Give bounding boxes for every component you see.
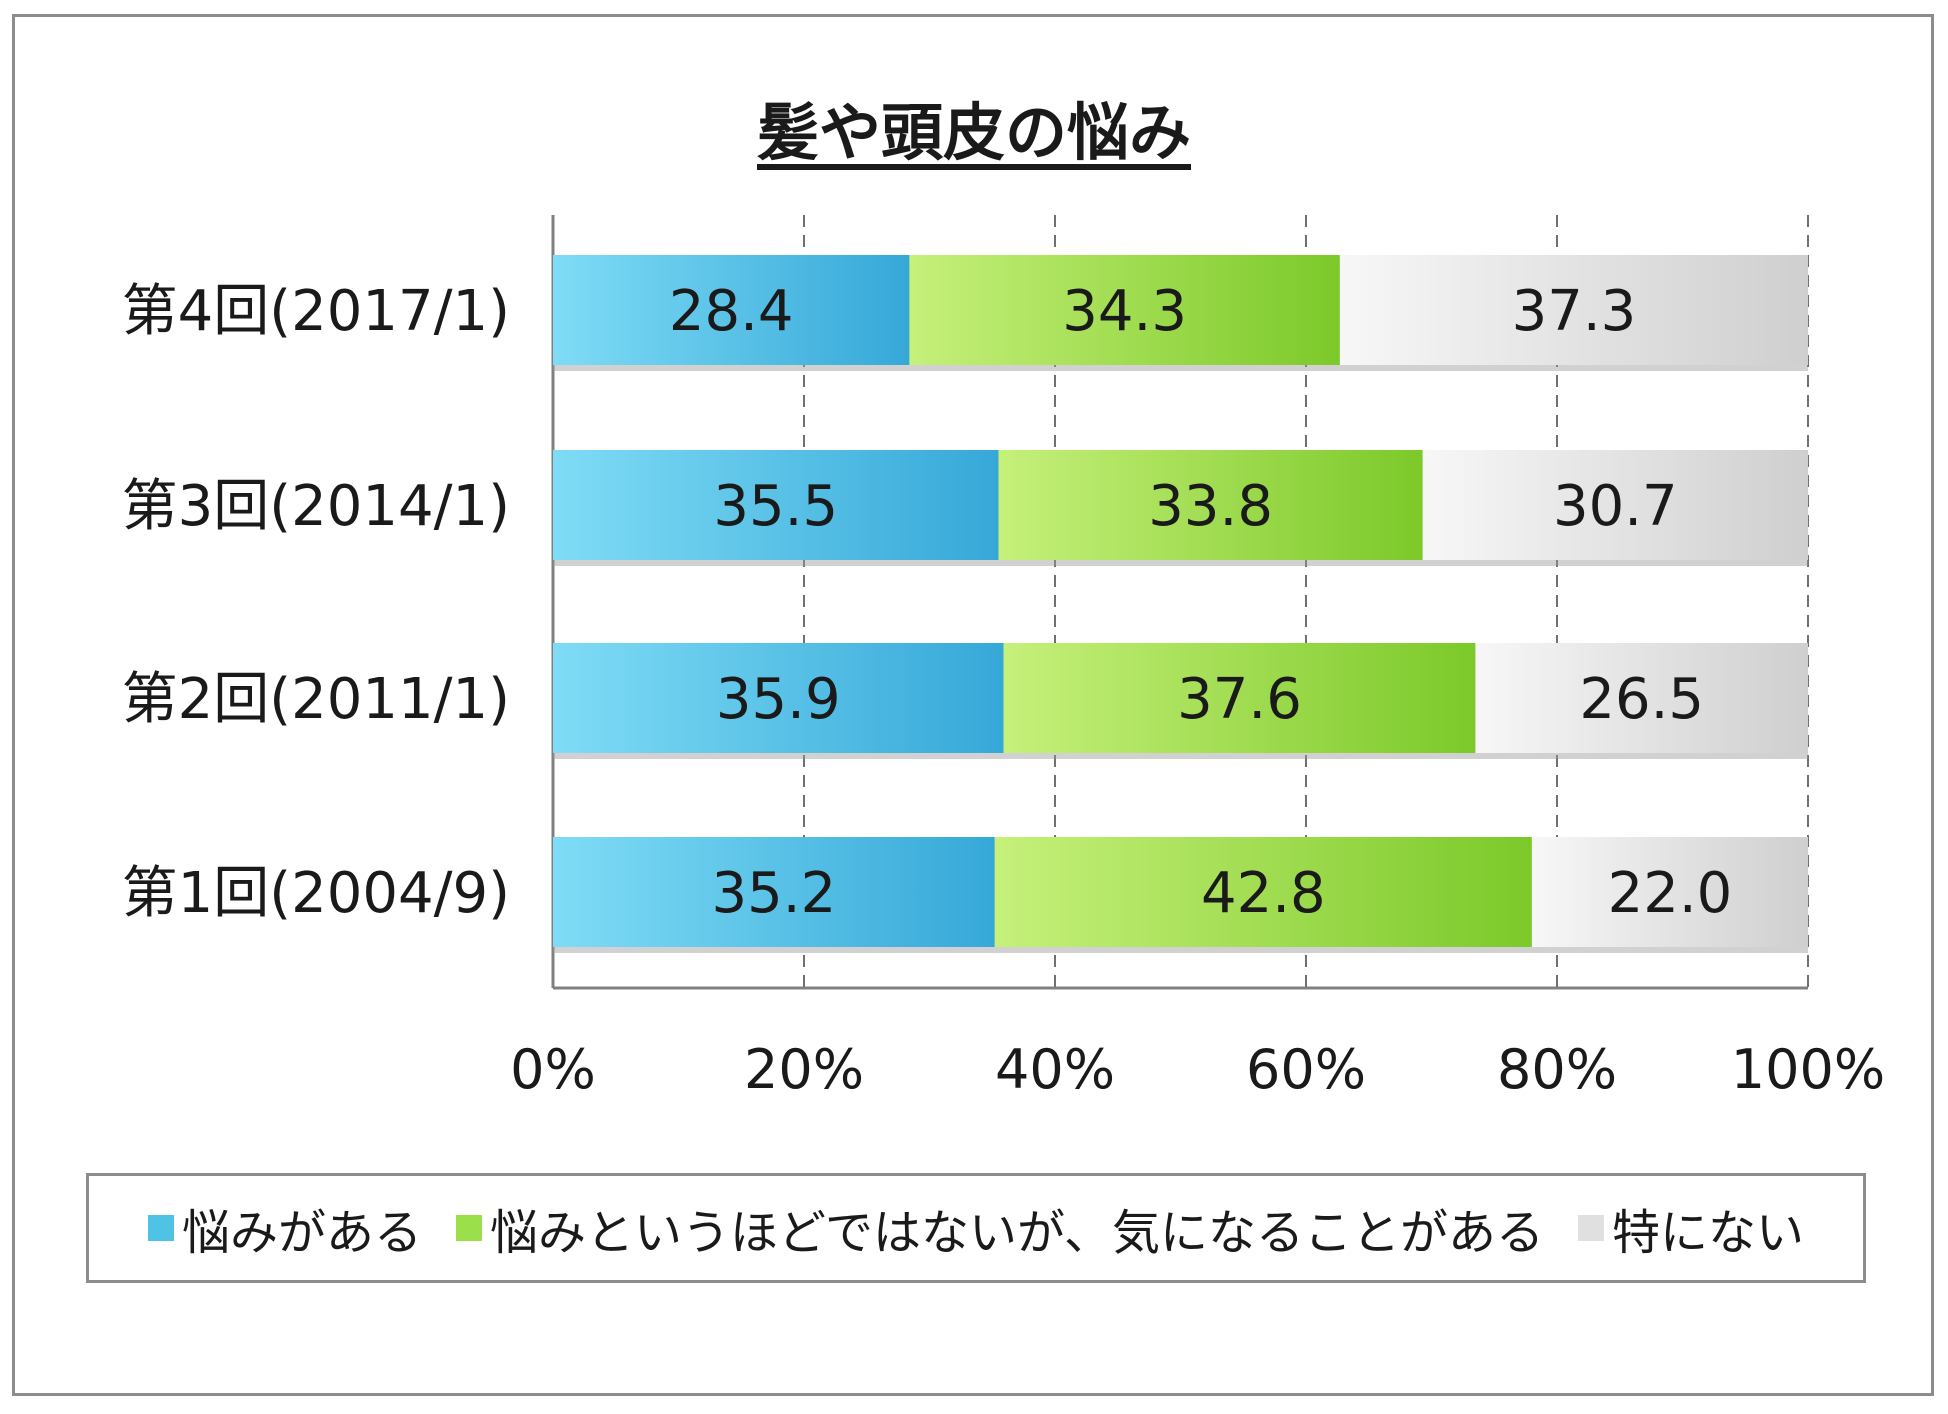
category-label: 第3回(2014/1) — [122, 474, 510, 539]
legend-item: 特にない — [1578, 1193, 1804, 1263]
category-label: 第1回(2004/9) — [122, 861, 510, 926]
data-label: 35.5 — [713, 474, 838, 539]
bar-segment — [909, 255, 1340, 365]
data-label: 22.0 — [1608, 861, 1733, 926]
legend: 悩みがある 悩みというほどではないが、気になることがある 特にない — [86, 1173, 1866, 1283]
legend-item: 悩みがある — [147, 1193, 422, 1263]
x-tick-label: 100% — [1731, 1038, 1885, 1101]
data-label: 35.2 — [712, 861, 837, 926]
category-label: 第4回(2017/1) — [122, 279, 510, 344]
bar-segment — [1339, 255, 1808, 365]
legend-label: 特にない — [1612, 1205, 1805, 1261]
legend-label: 悩みがある — [181, 1205, 422, 1261]
data-label: 37.6 — [1177, 667, 1302, 732]
data-label: 30.7 — [1553, 474, 1678, 539]
data-label: 26.5 — [1579, 667, 1704, 732]
legend-label: 悩みというほどではないが、気になることがある — [489, 1205, 1545, 1261]
bar-segment — [998, 450, 1423, 560]
category-label: 第2回(2011/1) — [122, 667, 510, 732]
legend-swatch — [1578, 1215, 1605, 1241]
x-tick-label: 20% — [744, 1038, 864, 1101]
x-tick-label: 60% — [1246, 1038, 1366, 1101]
bar-segment — [553, 255, 910, 365]
x-tick-label: 80% — [1497, 1038, 1617, 1101]
bar-segment — [1003, 643, 1476, 753]
bar-segment — [553, 837, 995, 947]
data-label: 28.4 — [669, 279, 794, 344]
data-label: 42.8 — [1201, 861, 1326, 926]
bar-segment — [1475, 643, 1808, 753]
bar-segment — [1531, 837, 1808, 947]
data-label: 34.3 — [1062, 279, 1187, 344]
data-label: 33.8 — [1148, 474, 1273, 539]
data-label: 35.9 — [716, 667, 841, 732]
x-tick-label: 0% — [510, 1038, 596, 1101]
x-tick-label: 40% — [995, 1038, 1115, 1101]
bar-segment — [994, 837, 1532, 947]
data-label: 37.3 — [1512, 279, 1637, 344]
bar-segment — [1422, 450, 1808, 560]
bar-segment — [553, 450, 999, 560]
legend-swatch — [147, 1215, 174, 1241]
bar-segment — [553, 643, 1004, 753]
chart-title: 髪や頭皮の悩み — [756, 96, 1191, 169]
legend-item: 悩みというほどではないが、気になることがある — [455, 1193, 1545, 1263]
legend-swatch — [455, 1215, 482, 1241]
